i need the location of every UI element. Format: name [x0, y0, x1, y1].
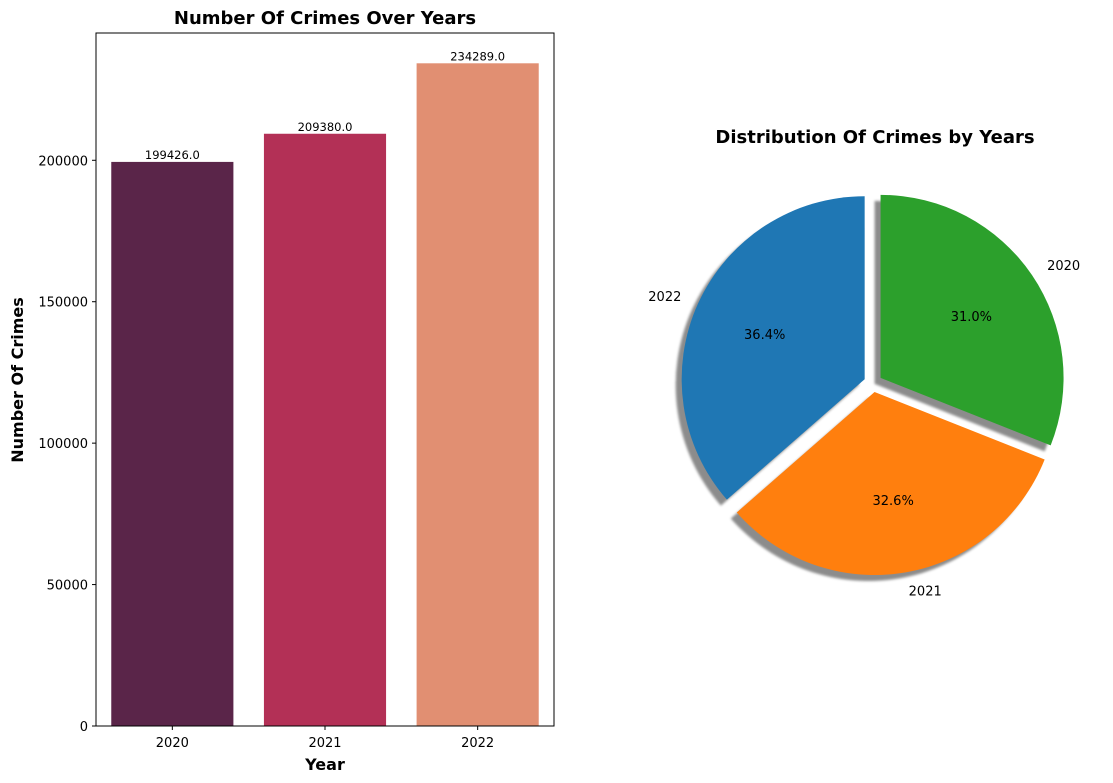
- x-tick-label: 2022: [461, 736, 494, 751]
- y-tick-label: 0: [80, 720, 88, 735]
- bar-value-label: 209380.0: [298, 120, 353, 134]
- bar-chart: Number Of Crimes Over Years 199426.0 2093…: [8, 8, 555, 774]
- pie-wedges: [681, 194, 1064, 576]
- x-axis: 2020 2021 2022: [156, 726, 494, 751]
- pie-wedge-2021: [736, 392, 1045, 576]
- pie-wedge-2020: [880, 194, 1064, 446]
- y-axis-label: Number Of Crimes: [8, 297, 27, 463]
- bar-series: [111, 63, 539, 727]
- y-tick-label: 100000: [38, 437, 88, 452]
- pie-wedge-2022: [681, 196, 865, 500]
- x-tick-label: 2021: [308, 736, 341, 751]
- y-tick-label: 150000: [38, 296, 88, 311]
- pie-chart-title: Distribution Of Crimes by Years: [715, 127, 1034, 148]
- pie-labels: 2022 36.4% 2021 32.6% 2020 31.0%: [648, 259, 1080, 600]
- bar-2020: [111, 161, 234, 727]
- pie-percent-label: 32.6%: [873, 494, 914, 509]
- bar-chart-title: Number Of Crimes Over Years: [174, 8, 476, 29]
- pie-percent-label: 36.4%: [744, 328, 785, 343]
- pie-percent-label: 31.0%: [951, 310, 992, 325]
- bar-value-label: 199426.0: [145, 148, 200, 162]
- y-axis: 0 50000 100000 150000 200000: [38, 154, 96, 735]
- pie-slice-label: 2021: [909, 584, 942, 599]
- x-tick-label: 2020: [156, 736, 189, 751]
- bar-value-labels: 199426.0 209380.0 234289.0: [145, 49, 505, 162]
- bar-2021: [263, 133, 387, 726]
- y-tick-label: 50000: [47, 579, 88, 594]
- bar-2022: [416, 63, 539, 727]
- pie-slice-label: 2022: [648, 290, 681, 305]
- pie-chart: Distribution Of Crimes by Years 2022 36.4…: [648, 127, 1080, 599]
- pie-slice-label: 2020: [1047, 259, 1080, 274]
- bar-value-label: 234289.0: [450, 49, 505, 63]
- y-tick-label: 200000: [38, 154, 88, 169]
- x-axis-label: Year: [304, 755, 345, 774]
